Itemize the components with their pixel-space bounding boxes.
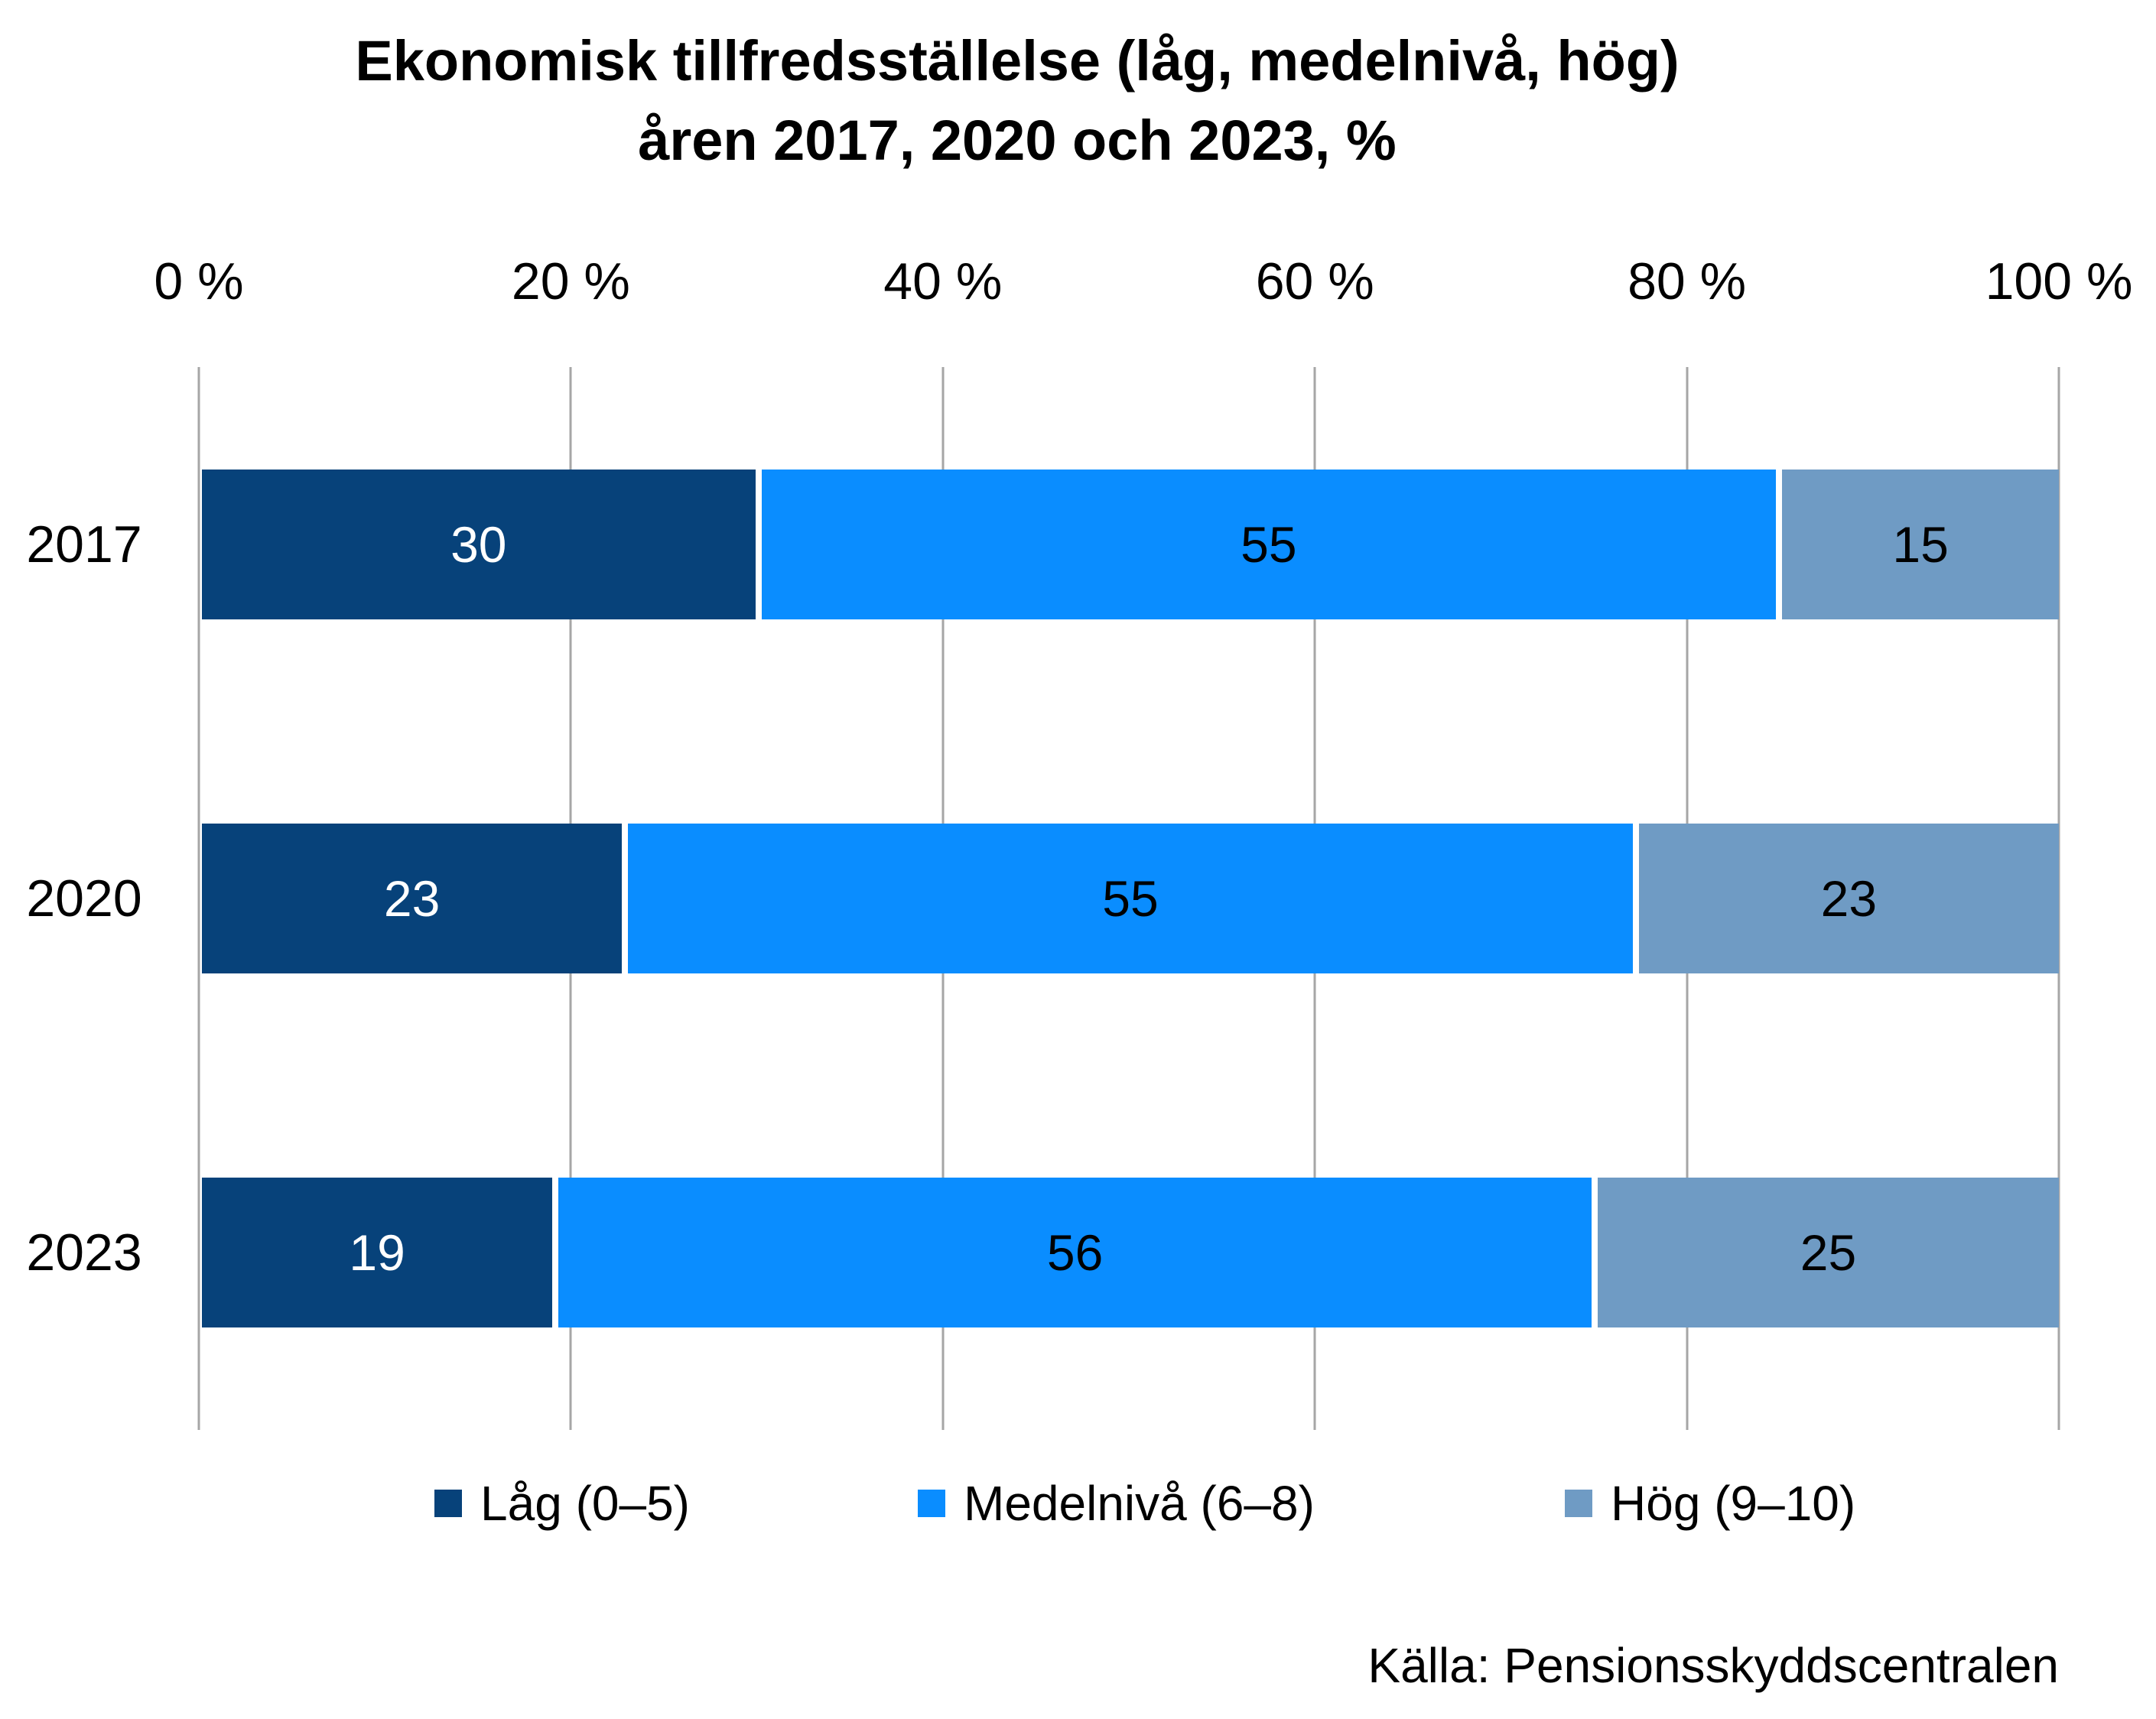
legend-item: Hög (9–10)	[1565, 1474, 1855, 1532]
bar-value-label: 15	[1892, 516, 1949, 573]
bar-row-2020: 23 55 23	[202, 824, 2059, 973]
bar-value-label: 55	[1241, 516, 1297, 573]
x-axis-tick-label: 0 %	[154, 252, 244, 310]
legend-label: Medelnivå (6–8)	[964, 1476, 1315, 1531]
legend-swatch-icon	[918, 1490, 945, 1517]
bar-segment: 55	[761, 470, 1777, 619]
bar-row-2023: 19 56 25	[202, 1178, 2059, 1327]
bar-segment: 19	[202, 1178, 553, 1327]
bar-segment: 25	[1598, 1178, 2059, 1327]
bar-value-label: 23	[383, 870, 441, 927]
gridline	[2057, 367, 2060, 1430]
bar-value-label: 30	[450, 516, 507, 573]
legend-item: Medelnivå (6–8)	[918, 1474, 1315, 1532]
legend-label: Hög (9–10)	[1611, 1476, 1856, 1531]
bar-value-label: 25	[1800, 1224, 1857, 1281]
bar-value-label: 23	[1820, 870, 1878, 927]
legend-label: Låg (0–5)	[480, 1476, 690, 1531]
source-note: Källa: Pensionsskyddscentralen	[1367, 1638, 2059, 1693]
x-axis-tick-label: 60 %	[1255, 252, 1374, 310]
x-axis-tick-label: 100 %	[1985, 252, 2133, 310]
bar-segment: 15	[1782, 470, 2059, 619]
bar-value-label: 56	[1046, 1224, 1104, 1281]
bar-segment: 23	[1638, 824, 2059, 973]
bar-row-2017: 30 55 15	[202, 470, 2059, 619]
bar-value-label: 19	[349, 1224, 405, 1281]
bar-segment: 55	[628, 824, 1633, 973]
legend-item: Låg (0–5)	[434, 1474, 690, 1532]
gridline	[197, 367, 200, 1430]
category-label-2017: 2017	[26, 515, 142, 574]
bar-segment: 30	[202, 470, 756, 619]
chart-title: Ekonomisk tillfredsställelse (låg, medel…	[0, 21, 2034, 180]
category-label-2020: 2020	[26, 869, 142, 928]
bar-segment: 56	[558, 1178, 1592, 1327]
category-label-2023: 2023	[26, 1223, 142, 1282]
bar-segment: 23	[202, 824, 623, 973]
chart-title-line1: Ekonomisk tillfredsställelse (låg, medel…	[355, 29, 1680, 93]
chart-title-line2: åren 2017, 2020 och 2023, %	[638, 109, 1397, 172]
x-axis-tick-label: 20 %	[511, 252, 630, 310]
x-axis-tick-label: 40 %	[883, 252, 1003, 310]
x-axis-tick-label: 80 %	[1628, 252, 1747, 310]
legend-swatch-icon	[434, 1490, 462, 1517]
bar-value-label: 55	[1102, 870, 1159, 927]
legend-swatch-icon	[1565, 1490, 1592, 1517]
